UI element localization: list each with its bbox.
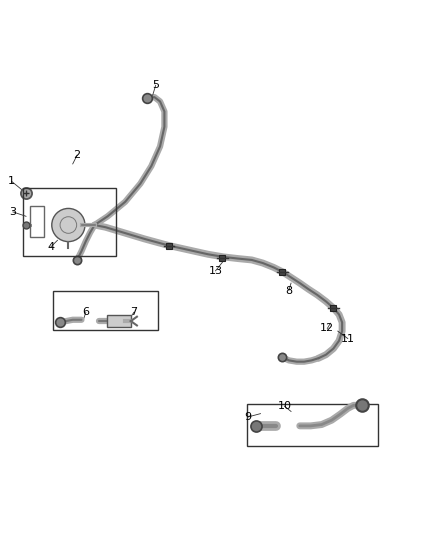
Bar xyxy=(247,404,378,446)
Text: 6: 6 xyxy=(82,308,89,317)
Text: 9: 9 xyxy=(244,412,251,422)
Text: 10: 10 xyxy=(278,401,292,411)
Text: 4: 4 xyxy=(47,242,54,252)
Text: 7: 7 xyxy=(130,308,138,317)
Bar xyxy=(22,188,117,256)
Bar xyxy=(107,314,131,327)
Text: 1: 1 xyxy=(8,176,15,187)
Bar xyxy=(30,206,44,237)
Bar xyxy=(53,290,158,330)
Text: 12: 12 xyxy=(320,324,334,334)
Text: 2: 2 xyxy=(74,150,81,160)
Text: 8: 8 xyxy=(285,286,293,295)
Text: 5: 5 xyxy=(152,80,159,90)
Circle shape xyxy=(52,208,85,241)
Text: 11: 11 xyxy=(341,334,355,344)
Text: 13: 13 xyxy=(208,266,223,276)
Text: 3: 3 xyxy=(10,207,16,217)
